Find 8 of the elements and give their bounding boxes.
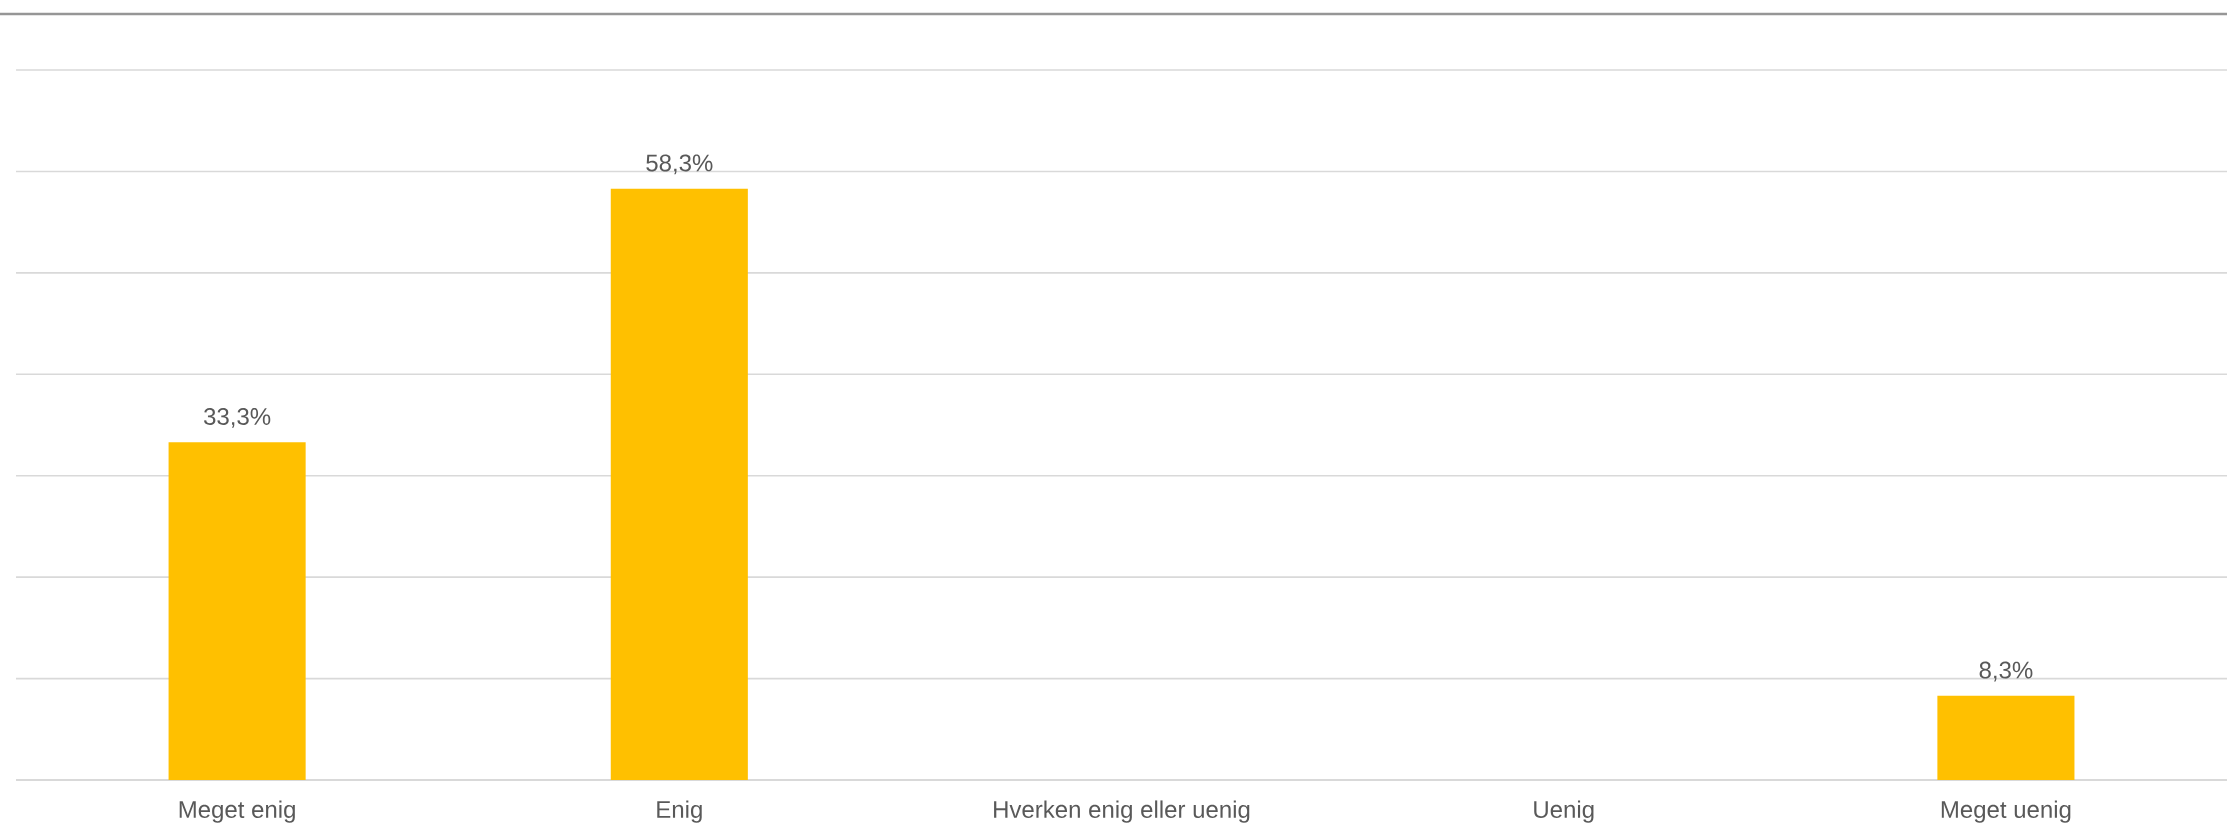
data-label: 33,3% <box>204 408 271 428</box>
x-tick-label: Hverken enig eller uenig <box>994 800 1250 823</box>
x-tick-label: Meget enig <box>179 800 295 823</box>
x-tick-label: Enig <box>657 800 702 823</box>
x-tick-label: Uenig <box>1534 800 1594 823</box>
data-label: 8,3% <box>1979 661 2033 682</box>
data-label: 58,3% <box>646 154 713 175</box>
x-tick-label: Meget uenig <box>1941 800 2071 823</box>
